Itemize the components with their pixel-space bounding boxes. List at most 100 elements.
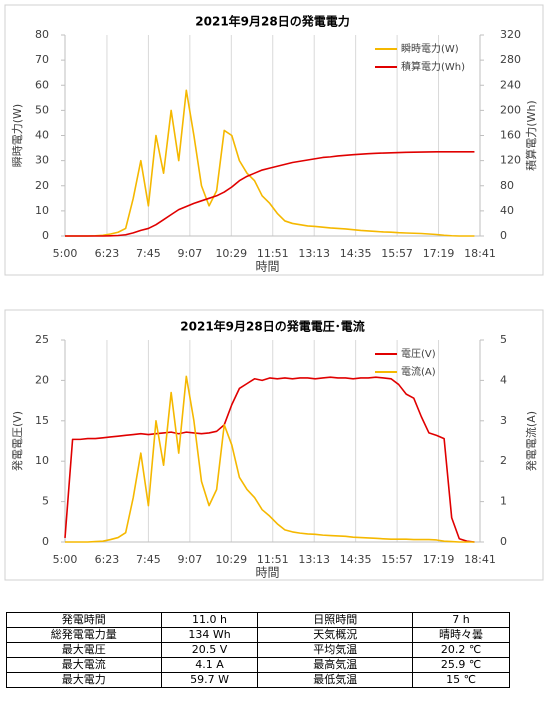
x-tick-label: 10:29: [215, 247, 247, 260]
table-label: 天気概況: [257, 627, 414, 643]
y-axis-label: 瞬時電力(W): [11, 104, 24, 167]
table-label: 最大電流: [6, 657, 162, 673]
x-tick-label: 18:41: [464, 553, 496, 566]
y2-tick-label: 5: [500, 333, 507, 346]
table-label: 日照時間: [257, 612, 414, 628]
line-series: [65, 151, 475, 237]
y-tick-label: 5: [42, 495, 49, 508]
y2-tick-label: 160: [500, 129, 521, 142]
chart-frame: [4, 309, 544, 581]
y2-tick-label: 80: [500, 179, 514, 192]
x-tick-label: 18:41: [464, 247, 496, 260]
x-tick-label: 15:57: [381, 247, 413, 260]
table-label: 最大電圧: [6, 642, 162, 658]
table-row: 発電時間 11.0 h 日照時間 7 h: [6, 612, 510, 628]
y-tick-label: 40: [35, 129, 49, 142]
chart: 2021年9月28日の発電電力 5:00 6:23 7:45 9:07 10:29 11:5…: [4, 4, 544, 276]
y-tick-label: 10: [35, 454, 49, 467]
y2-tick-label: 200: [500, 103, 521, 116]
x-tick-label: 7:45: [136, 247, 161, 260]
x-tick-label: 15:57: [381, 553, 413, 566]
y-axis-label: 発電電圧(V): [10, 411, 24, 471]
y2-tick-label: 320: [500, 28, 521, 41]
line-series: [64, 376, 475, 543]
y2-tick-label: 2: [500, 454, 507, 467]
y-tick-label: 0: [42, 535, 49, 548]
table-label: 発電時間: [6, 612, 162, 628]
y-tick-label: 70: [35, 53, 49, 66]
y2-tick-label: 3: [500, 414, 507, 427]
x-tick-label: 5:00: [53, 247, 78, 260]
x-tick-label: 6:23: [95, 553, 120, 566]
chart-title: 2021年9月28日の発電電力: [195, 14, 349, 29]
table-value: 25.9 ℃: [412, 657, 510, 673]
table-label: 総発電電力量: [6, 627, 162, 643]
y2-tick-label: 4: [500, 373, 507, 386]
y-tick-label: 0: [42, 229, 49, 242]
x-tick-label: 14:35: [340, 553, 372, 566]
y-tick-label: 30: [35, 154, 49, 167]
table-value: 20.2 ℃: [412, 642, 510, 658]
chart-frame: [4, 4, 544, 276]
y-tick-label: 80: [35, 28, 49, 41]
table-label: 最低気温: [257, 672, 414, 688]
x-tick-label: 17:19: [423, 553, 455, 566]
x-tick-label: 14:35: [340, 247, 372, 260]
x-tick-label: 9:07: [178, 247, 203, 260]
chart-title: 2021年9月28日の発電電圧･電流: [180, 319, 364, 334]
x-tick-label: 10:29: [215, 553, 247, 566]
y2-tick-label: 1: [500, 495, 507, 508]
legend-label: 積算電力(Wh): [401, 60, 465, 73]
table-value: 11.0 h: [160, 612, 259, 628]
y-tick-label: 25: [35, 333, 49, 346]
y2-tick-label: 0: [500, 535, 507, 548]
table-value: 7 h: [412, 612, 510, 628]
x-tick-label: 17:19: [423, 247, 455, 260]
table-row: 総発電電力量 134 Wh 天気概況 晴時々曇: [6, 627, 510, 643]
x-axis-label: 時間: [255, 566, 279, 580]
table-label: 最大電力: [6, 672, 162, 688]
line-series: [65, 375, 475, 543]
table-value: 134 Wh: [160, 627, 259, 643]
x-tick-label: 11:51: [257, 553, 289, 566]
y-tick-label: 60: [35, 78, 49, 91]
x-tick-label: 7:45: [136, 553, 161, 566]
y2-tick-label: 40: [500, 204, 514, 217]
charts: 2021年9月28日の発電電力 5:00 6:23 7:45 9:07 10:29 11:5…: [4, 4, 544, 581]
chart: 2021年9月28日の発電電圧･電流 5:00 6:23 7:45 9:07 10:29 1…: [4, 309, 544, 581]
legend-label: 電圧(V): [401, 348, 436, 360]
line-series: [65, 89, 475, 237]
y-tick-label: 20: [35, 373, 49, 386]
y-tick-label: 10: [35, 204, 49, 217]
table-row: 最大電流 4.1 A 最高気温 25.9 ℃: [6, 657, 510, 673]
table-row: 最大電圧 20.5 V 平均気温 20.2 ℃: [6, 642, 510, 658]
x-tick-label: 6:23: [95, 247, 120, 260]
y2-axis-label: 積算電力(Wh): [524, 100, 538, 170]
x-tick-label: 13:13: [298, 247, 330, 260]
table-label: 平均気温: [257, 642, 414, 658]
table-value: 59.7 W: [160, 672, 259, 688]
legend-label: 電流(A): [401, 365, 436, 378]
table-value: 20.5 V: [160, 642, 259, 658]
table-value: 4.1 A: [160, 657, 259, 673]
y2-tick-label: 240: [500, 78, 521, 91]
y2-axis-label: 発電電流(A): [524, 411, 538, 471]
table-label: 最高気温: [257, 657, 414, 673]
x-tick-label: 13:13: [298, 553, 330, 566]
y2-tick-label: 280: [500, 53, 521, 66]
table-value: 15 ℃: [412, 672, 510, 688]
y-tick-label: 20: [35, 179, 49, 192]
summary-table: 発電時間 11.0 h 日照時間 7 h 総発電電力量 134 Wh 天気概況 晴時々曇 最大電…: [6, 612, 510, 688]
x-tick-label: 11:51: [257, 247, 289, 260]
table-row: 最大電力 59.7 W 最低気温 15 ℃: [6, 672, 510, 688]
y-tick-label: 15: [35, 414, 49, 427]
x-tick-label: 5:00: [53, 553, 78, 566]
y2-tick-label: 120: [500, 154, 521, 167]
table-value: 晴時々曇: [412, 627, 510, 643]
x-axis-label: 時間: [255, 260, 279, 274]
legend-label: 瞬時電力(W): [401, 42, 459, 55]
y2-tick-label: 0: [500, 229, 507, 242]
x-tick-label: 9:07: [178, 553, 203, 566]
y-tick-label: 50: [35, 103, 49, 116]
